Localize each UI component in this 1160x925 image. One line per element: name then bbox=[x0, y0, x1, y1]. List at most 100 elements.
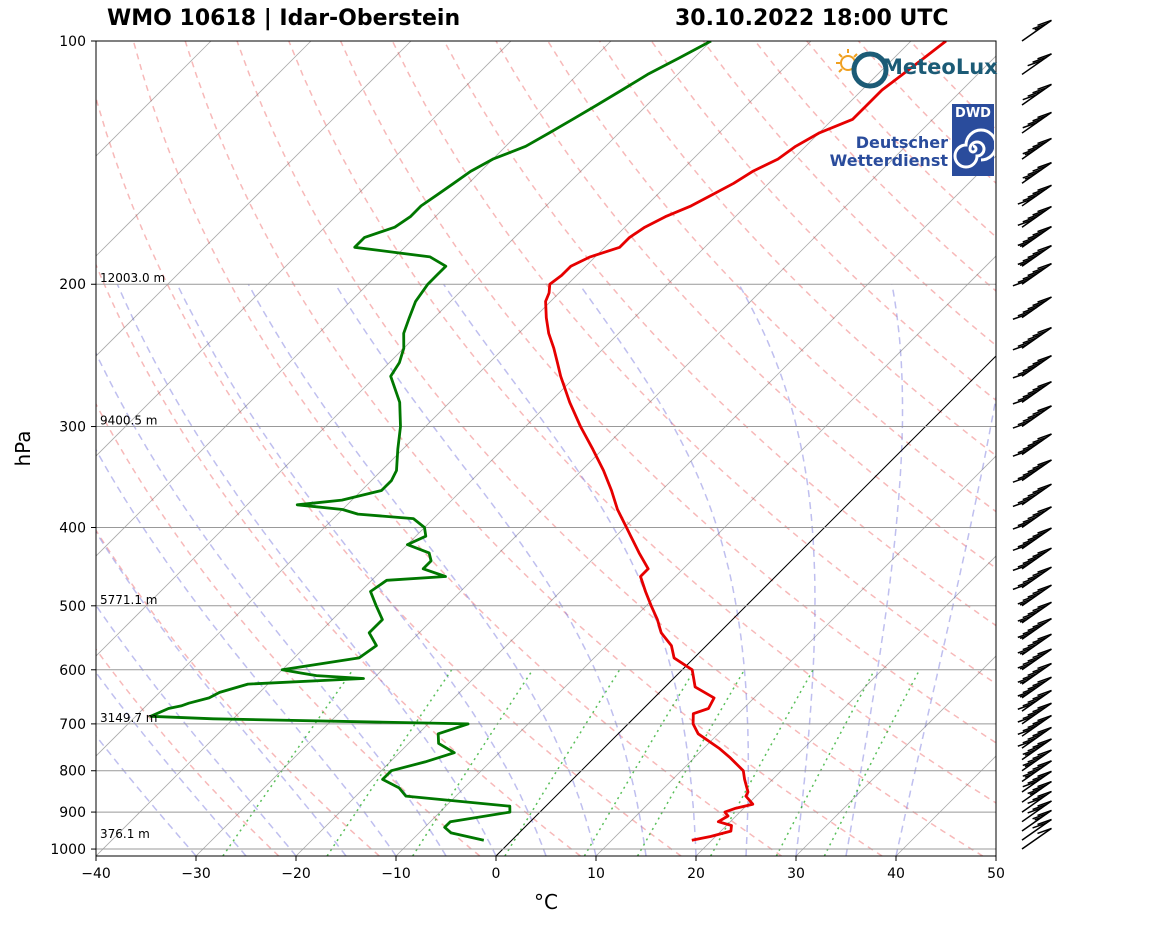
barb-flag bbox=[1012, 280, 1028, 287]
barb-flag bbox=[1032, 822, 1047, 829]
isotherm bbox=[595, 455, 996, 856]
barb-flag bbox=[1027, 466, 1042, 473]
meteolux-sun-icon bbox=[836, 49, 889, 89]
barb-flag bbox=[1022, 255, 1037, 262]
barb-flag bbox=[1022, 537, 1037, 545]
barb-flag bbox=[1032, 550, 1047, 558]
x-tick-label: −40 bbox=[81, 866, 111, 882]
height-label: 5771.1 m bbox=[100, 593, 158, 607]
moist-adiabat bbox=[96, 448, 397, 856]
y-tick-label: 1000 bbox=[50, 842, 86, 858]
barb-flag bbox=[1017, 519, 1033, 527]
wind-barb bbox=[1021, 770, 1052, 793]
barb-flag bbox=[1037, 662, 1052, 670]
wind-barb bbox=[1017, 702, 1052, 725]
barb-flag bbox=[1032, 87, 1047, 94]
wind-barb bbox=[1017, 689, 1052, 712]
barb-flag bbox=[1037, 483, 1052, 490]
dry-adiabat bbox=[96, 263, 581, 856]
dwd-logo-text: Deutscher Wetterdienst bbox=[830, 134, 948, 170]
barb-flag bbox=[1027, 696, 1042, 704]
dry-adiabat bbox=[96, 528, 380, 856]
barb-flag bbox=[1032, 752, 1047, 760]
wind-barb bbox=[1017, 648, 1052, 671]
moist-adiabat bbox=[738, 283, 816, 856]
barb-flag bbox=[1012, 422, 1028, 429]
barb-flag bbox=[1037, 800, 1052, 807]
barb-flag bbox=[1037, 566, 1052, 573]
mixing-ratio-line bbox=[775, 669, 876, 856]
dwd-logo: Deutscher Wetterdienst DWD bbox=[828, 104, 998, 178]
barb-flag bbox=[1017, 340, 1033, 348]
mixing-ratio-line bbox=[823, 669, 921, 856]
barb-flag bbox=[1032, 651, 1047, 659]
barb-flag bbox=[1022, 643, 1037, 651]
barb-half-flag bbox=[1019, 262, 1028, 267]
y-tick-label: 300 bbox=[59, 420, 86, 436]
barb-flag bbox=[1037, 354, 1052, 362]
barb-flag bbox=[1037, 714, 1052, 722]
barb-flag bbox=[1037, 184, 1052, 191]
barb-flag bbox=[1022, 469, 1037, 477]
barb-flag bbox=[1022, 759, 1037, 767]
barb-flag bbox=[1012, 398, 1028, 405]
y-tick-label: 200 bbox=[59, 277, 86, 293]
wind-barb bbox=[1021, 809, 1052, 832]
barb-flag bbox=[1017, 615, 1033, 622]
barb-flag bbox=[1017, 676, 1033, 683]
barb-flag bbox=[1032, 784, 1047, 791]
barb-flag bbox=[1027, 709, 1042, 716]
isotherm bbox=[695, 555, 996, 856]
barb-flag bbox=[1032, 330, 1047, 337]
barb-flag bbox=[1027, 797, 1042, 805]
wind-barb bbox=[1021, 161, 1052, 184]
dry-adiabat bbox=[288, 41, 996, 804]
wind-barb bbox=[1021, 137, 1052, 160]
wind-barb bbox=[1021, 83, 1052, 106]
barb-half-flag bbox=[1019, 601, 1028, 606]
barb-flag bbox=[1017, 394, 1033, 402]
barb-flag bbox=[1027, 361, 1042, 369]
barb-flag bbox=[1037, 726, 1052, 734]
barb-flag bbox=[1032, 358, 1047, 365]
barb-flag bbox=[1012, 564, 1028, 572]
barb-flag bbox=[1027, 303, 1042, 310]
wind-barb bbox=[1012, 566, 1052, 591]
barb-flag bbox=[1032, 248, 1047, 255]
barb-flag bbox=[1022, 148, 1037, 155]
barb-flag bbox=[1032, 188, 1047, 195]
barb-half-flag bbox=[1024, 151, 1033, 156]
barb-flag bbox=[1017, 219, 1033, 227]
barb-flag bbox=[1017, 418, 1033, 426]
moist-adiabat bbox=[96, 734, 197, 856]
barb-flag bbox=[1027, 745, 1042, 752]
barb-flag bbox=[1037, 459, 1052, 466]
barb-flag bbox=[1022, 306, 1037, 314]
wind-barb bbox=[1021, 19, 1052, 42]
barb-flag bbox=[1022, 273, 1037, 280]
mixing-ratio-line bbox=[504, 669, 621, 856]
wind-barb bbox=[1017, 601, 1052, 624]
barb-flag bbox=[1027, 573, 1042, 580]
barb-flag bbox=[1012, 344, 1028, 351]
barb-flag bbox=[1027, 554, 1042, 561]
isotherm bbox=[795, 655, 996, 856]
barb-flag bbox=[1017, 497, 1033, 504]
barb-flag bbox=[1017, 368, 1033, 376]
barb-flag bbox=[1032, 666, 1047, 673]
barb-flag bbox=[1022, 611, 1037, 619]
y-tick-label: 900 bbox=[59, 805, 86, 821]
dwd-line2: Wetterdienst bbox=[829, 151, 948, 170]
barb-staff bbox=[1021, 827, 1052, 850]
barb-flag bbox=[1037, 111, 1052, 119]
barb-flag bbox=[1037, 225, 1052, 233]
barb-flag bbox=[1022, 216, 1037, 223]
barb-flag bbox=[1017, 647, 1033, 654]
barb-half-flag bbox=[1019, 650, 1028, 655]
dwd-abbrev: DWD bbox=[955, 106, 991, 121]
barb-flag bbox=[1037, 676, 1052, 683]
barb-flag bbox=[1022, 391, 1037, 398]
barb-flag bbox=[1037, 527, 1052, 534]
barb-flag bbox=[1032, 229, 1047, 236]
